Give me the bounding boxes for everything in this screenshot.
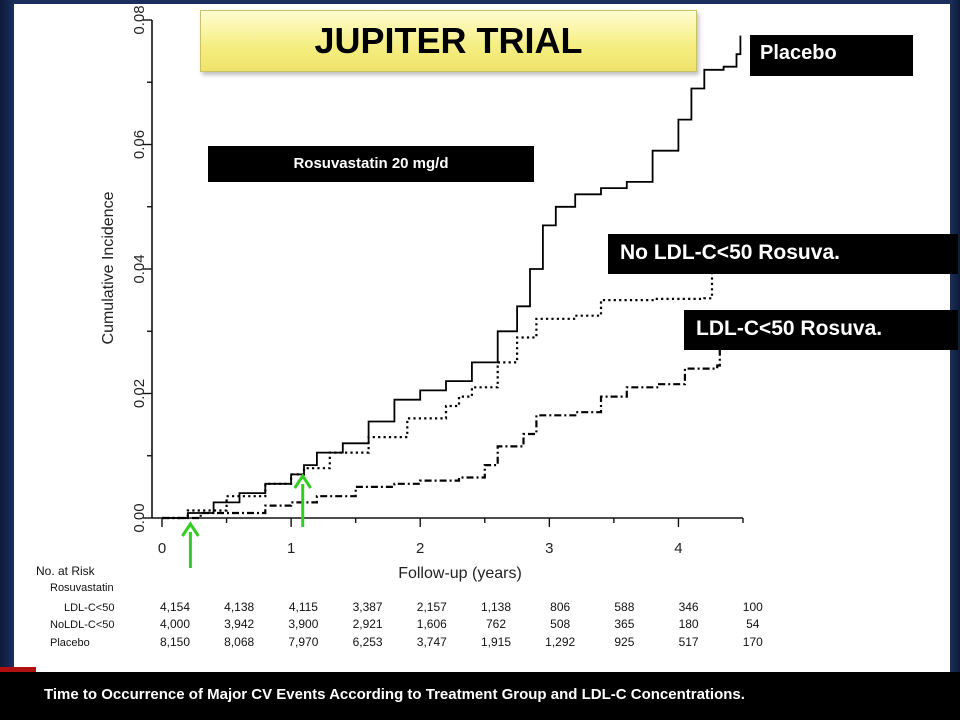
no-ldl-label: No LDL-C<50 Rosuva. xyxy=(608,234,958,274)
x-axis-label: Follow-up (years) xyxy=(398,565,522,582)
risk-value: 4,154 xyxy=(159,600,191,614)
y-tick-label: 0.02 xyxy=(131,379,148,408)
chart-title: JUPITER TRIAL xyxy=(200,10,697,72)
risk-value: 365 xyxy=(614,617,635,631)
placebo-label: Placebo xyxy=(750,35,913,76)
x-tick-label: 3 xyxy=(545,540,553,557)
y-tick-label: 0.00 xyxy=(131,503,148,532)
risk-value: 2,921 xyxy=(352,617,383,631)
risk-value: 1,292 xyxy=(545,635,576,649)
risk-row-label-noldl: NoLDL-C<50 xyxy=(50,619,115,631)
risk-value: 517 xyxy=(678,635,699,649)
x-tick-label: 1 xyxy=(287,540,295,557)
y-tick-label: 0.04 xyxy=(131,254,148,283)
risk-value: 1,915 xyxy=(480,635,512,649)
risk-value: 7,970 xyxy=(288,635,319,649)
risk-value: 925 xyxy=(614,635,635,649)
chart-axes: 0 1 2 3 4 0.00 0.02 0.04 0.06 0.08 xyxy=(131,5,744,557)
series-line-3 xyxy=(162,331,721,520)
risk-value: 2,157 xyxy=(416,600,447,614)
risk-value: 4,000 xyxy=(159,617,191,631)
risk-value: 3,747 xyxy=(416,635,447,649)
risk-header: No. at Risk xyxy=(36,564,95,578)
risk-value: 54 xyxy=(746,617,760,631)
risk-value: 8,068 xyxy=(224,635,255,649)
risk-value: 6,253 xyxy=(352,635,383,649)
risk-value: 3,387 xyxy=(352,600,383,614)
y-axis-label: Cumulative Incidence xyxy=(100,191,117,344)
frame-right-border xyxy=(950,0,960,720)
risk-value: 180 xyxy=(678,617,699,631)
risk-value: 3,942 xyxy=(224,617,255,631)
risk-value: 508 xyxy=(550,617,571,631)
risk-value: 588 xyxy=(614,600,635,614)
risk-row-label-placebo: Placebo xyxy=(50,637,90,649)
red-accent-mark xyxy=(0,667,36,675)
risk-subheader: Rosuvastatin xyxy=(50,582,114,594)
x-tick-label: 4 xyxy=(674,540,682,557)
y-tick-label: 0.08 xyxy=(131,5,148,34)
frame-left-border xyxy=(0,0,14,720)
risk-value: 1,606 xyxy=(416,617,447,631)
chart-arrows xyxy=(181,473,312,568)
caption-text: Time to Occurrence of Major CV Events Ac… xyxy=(44,686,745,703)
chart-curves xyxy=(162,35,742,520)
risk-row-label-ldl: LDL-C<50 xyxy=(64,602,115,614)
rosuvastatin-label: Rosuvastatin 20 mg/d xyxy=(208,146,534,182)
risk-value: 806 xyxy=(550,600,571,614)
risk-value: 346 xyxy=(678,600,699,614)
risk-value: 4,115 xyxy=(288,600,318,614)
series-line-1 xyxy=(162,35,742,519)
risk-value: 170 xyxy=(742,635,763,649)
risk-value: 3,900 xyxy=(288,617,319,631)
arrow-head xyxy=(181,521,200,537)
caption-bar: Time to Occurrence of Major CV Events Ac… xyxy=(0,672,960,720)
ldl-label: LDL-C<50 Rosuva. xyxy=(684,310,958,350)
x-tick-label: 0 xyxy=(158,540,166,557)
risk-value: 1,138 xyxy=(480,600,512,614)
risk-value: 8,150 xyxy=(159,635,191,649)
risk-value: 762 xyxy=(485,617,507,631)
y-tick-label: 0.06 xyxy=(131,130,148,159)
arrow-head xyxy=(293,473,312,489)
series-line-2 xyxy=(162,269,714,520)
risk-value: 4,138 xyxy=(224,600,255,614)
risk-value: 100 xyxy=(742,600,763,614)
frame-top-bar xyxy=(0,0,960,4)
x-tick-label: 2 xyxy=(416,540,424,557)
